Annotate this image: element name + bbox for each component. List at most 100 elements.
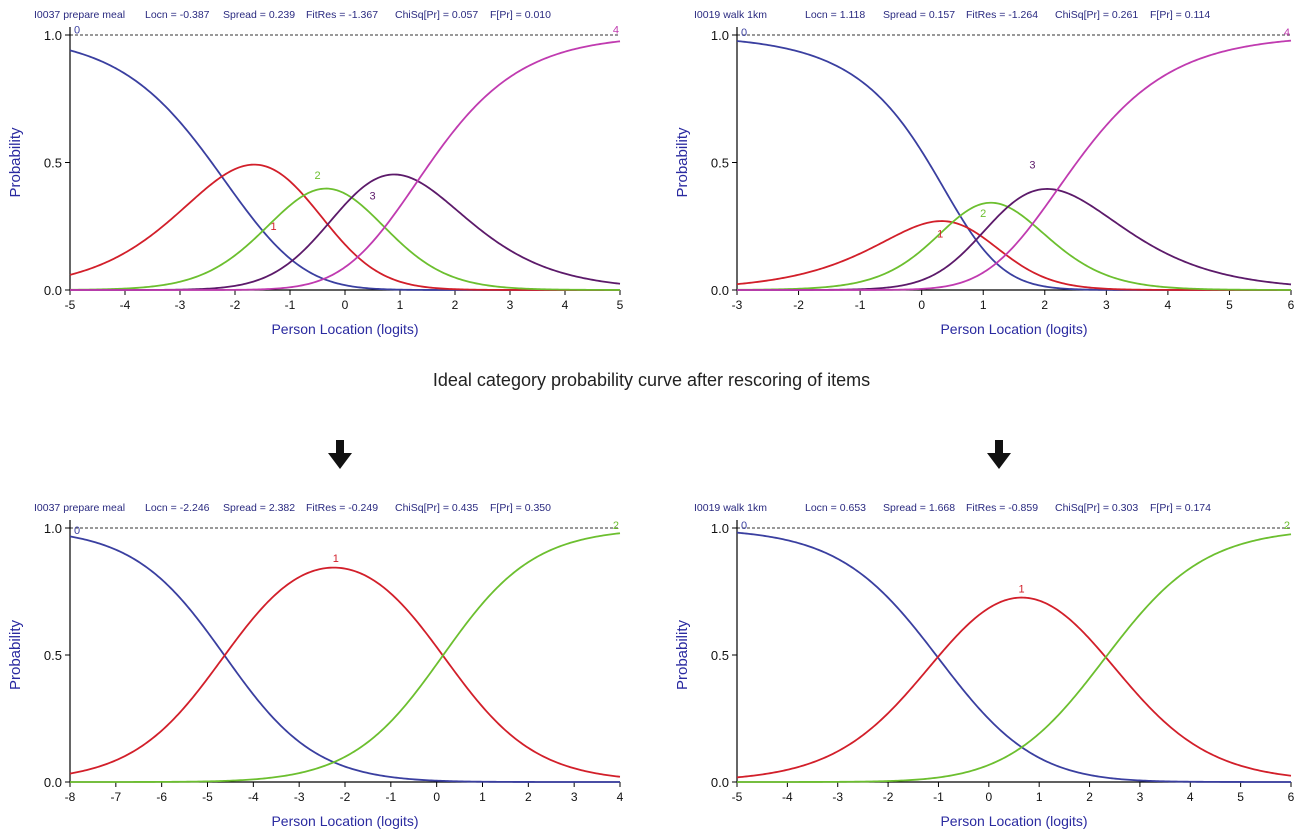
header-spread: Spread = 0.157 <box>883 9 955 21</box>
curve-label-2: 2 <box>314 170 320 182</box>
x-tick-label: 5 <box>617 298 624 312</box>
header-item: I0037 prepare meal <box>34 502 125 514</box>
header-chisq: ChiSq[Pr] = 0.435 <box>395 502 478 514</box>
curve-category-1 <box>736 596 1292 779</box>
x-tick-label: -3 <box>294 790 305 804</box>
x-tick-label: 0 <box>918 298 925 312</box>
curve-category-2 <box>70 532 621 783</box>
y-axis-label: Probability <box>7 619 24 690</box>
y-axis-label: Probability <box>674 619 691 690</box>
curve-label-0: 0 <box>741 27 747 39</box>
header-fpr: F[Pr] = 0.114 <box>1150 9 1210 21</box>
x-tick-label: -2 <box>230 298 241 312</box>
header-fitres: FitRes = -0.859 <box>966 502 1038 514</box>
curve-label-1: 1 <box>937 229 943 241</box>
x-tick-label: 5 <box>1237 790 1244 804</box>
curve-category-0 <box>69 535 620 783</box>
y-tick-label: 1.0 <box>711 521 729 536</box>
header-fpr: F[Pr] = 0.350 <box>490 502 551 514</box>
curve-category-2 <box>737 533 1292 783</box>
x-tick-label: -6 <box>156 790 167 804</box>
y-tick-label: 0.5 <box>44 648 62 663</box>
chart-prepare-meal-original: I0037 prepare meal Locn = -0.387 Spread = … <box>7 9 624 337</box>
x-tick-label: -3 <box>732 298 743 312</box>
arrow-down-icon <box>987 440 1011 469</box>
x-tick-label: 6 <box>1288 790 1295 804</box>
chart-prepare-meal-rescored: I0037 prepare meal Locn = -2.246 Spread = … <box>7 502 624 829</box>
curve-label-0: 0 <box>741 520 747 532</box>
curve-category-0 <box>736 531 1291 783</box>
curve-label-1: 1 <box>1018 584 1024 596</box>
curve-category-3 <box>70 173 621 291</box>
chart-header: I0019 walk 1km Locn = 1.118 Spread = 0.157… <box>694 9 1210 21</box>
curve-label-4: 4 <box>1284 27 1290 39</box>
header-item: I0019 walk 1km <box>694 9 767 21</box>
x-tick-label: 0 <box>342 298 349 312</box>
chart-header: I0037 prepare meal Locn = -0.387 Spread = … <box>34 9 551 21</box>
y-tick-label: 0.5 <box>711 648 729 663</box>
x-tick-label: 3 <box>1103 298 1110 312</box>
curve-category-4 <box>737 39 1292 291</box>
x-tick-label: -2 <box>883 790 894 804</box>
header-spread: Spread = 2.382 <box>223 502 295 514</box>
curve-category-0 <box>69 49 620 291</box>
y-tick-label: 1.0 <box>44 28 62 43</box>
y-tick-label: 1.0 <box>711 28 729 43</box>
header-locn: Locn = 1.118 <box>805 9 865 21</box>
header-chisq: ChiSq[Pr] = 0.261 <box>1055 9 1138 21</box>
header-fitres: FitRes = -1.367 <box>306 9 378 21</box>
x-tick-label: 2 <box>525 790 532 804</box>
curve-label-2: 2 <box>613 520 619 532</box>
x-tick-label: 4 <box>562 298 569 312</box>
x-tick-label: -8 <box>65 790 76 804</box>
header-item: I0019 walk 1km <box>694 502 767 514</box>
x-tick-label: 4 <box>1165 298 1172 312</box>
curve-category-0 <box>736 40 1291 291</box>
curve-label-0: 0 <box>74 25 80 37</box>
header-fitres: FitRes = -1.264 <box>966 9 1038 21</box>
x-tick-label: -4 <box>248 790 259 804</box>
x-tick-label: 2 <box>452 298 459 312</box>
header-spread: Spread = 0.239 <box>223 9 295 21</box>
y-axis-label: Probability <box>674 127 691 198</box>
chart-header: I0037 prepare meal Locn = -2.246 Spread = … <box>34 502 551 514</box>
curve-category-1 <box>69 566 621 778</box>
chart-header: I0019 walk 1km Locn = 0.653 Spread = 1.668… <box>694 502 1211 514</box>
curve-label-2: 2 <box>980 208 986 220</box>
x-tick-label: 1 <box>1036 790 1043 804</box>
curve-label-3: 3 <box>369 190 375 202</box>
curve-category-3 <box>737 188 1292 291</box>
curve-category-2 <box>69 187 620 291</box>
x-tick-label: 6 <box>1288 298 1295 312</box>
x-tick-label: 1 <box>980 298 987 312</box>
x-tick-label: 0 <box>433 790 440 804</box>
y-tick-label: 0.0 <box>711 775 729 790</box>
x-tick-label: 4 <box>1187 790 1194 804</box>
curve-category-4 <box>70 40 621 291</box>
curve-category-2 <box>736 201 1291 291</box>
y-tick-label: 0.0 <box>44 775 62 790</box>
header-fitres: FitRes = -0.249 <box>306 502 378 514</box>
curve-label-1: 1 <box>333 553 339 565</box>
x-tick-label: 2 <box>1086 790 1093 804</box>
x-tick-label: 3 <box>1137 790 1144 804</box>
x-tick-label: 0 <box>985 790 992 804</box>
x-tick-label: -7 <box>110 790 121 804</box>
x-axis-label: Person Location (logits) <box>940 321 1087 337</box>
chart-walk-1km-original: I0019 walk 1km Locn = 1.118 Spread = 0.157… <box>674 9 1295 337</box>
curve-label-0: 0 <box>74 525 80 537</box>
x-tick-label: 3 <box>571 790 578 804</box>
header-locn: Locn = -2.246 <box>145 502 210 514</box>
chart-walk-1km-rescored: I0019 walk 1km Locn = 0.653 Spread = 1.668… <box>674 502 1295 829</box>
header-chisq: ChiSq[Pr] = 0.303 <box>1055 502 1138 514</box>
x-tick-label: 1 <box>479 790 486 804</box>
y-tick-label: 0.0 <box>44 283 62 298</box>
x-tick-label: -3 <box>832 790 843 804</box>
x-tick-label: -5 <box>65 298 76 312</box>
header-fpr: F[Pr] = 0.174 <box>1150 502 1211 514</box>
header-fpr: F[Pr] = 0.010 <box>490 9 551 21</box>
header-chisq: ChiSq[Pr] = 0.057 <box>395 9 478 21</box>
y-tick-label: 0.5 <box>711 156 729 171</box>
header-locn: Locn = -0.387 <box>145 9 210 21</box>
x-tick-label: 4 <box>617 790 624 804</box>
